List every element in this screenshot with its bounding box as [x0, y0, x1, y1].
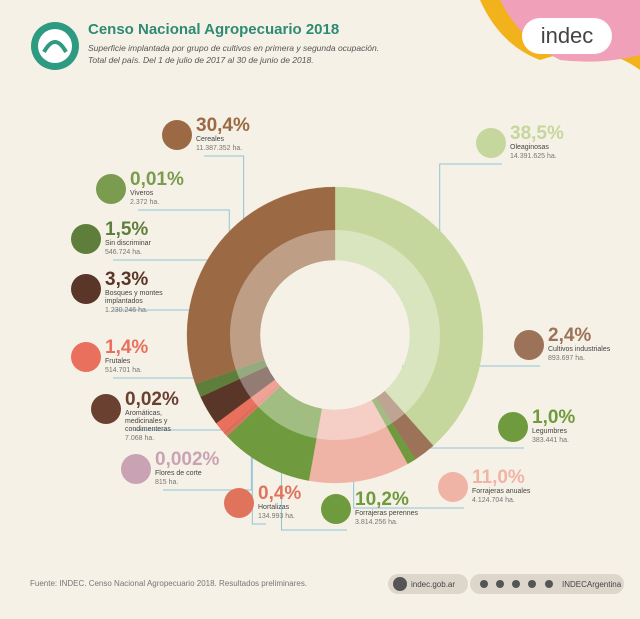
category-label: 0,01% Viveros 2.372 ha.	[130, 170, 240, 207]
category-label: 1,0% Legumbres 383.441 ha.	[532, 408, 640, 445]
percent-label: 0,002%	[155, 449, 220, 470]
donut-slice	[186, 186, 336, 385]
area-label: 4.124.704 ha.	[472, 497, 515, 504]
category-name: Bosques y montes implantados	[105, 290, 163, 305]
category-label: 0,002% Flores de corte 815 ha.	[155, 450, 265, 487]
percent-label: 30,4%	[196, 115, 250, 136]
category-name: Cultivos industriales	[548, 346, 611, 353]
logo	[42, 40, 68, 54]
category-icon	[514, 330, 544, 360]
category-label: 0,02% Aromáticas, medicinales y condiment…	[125, 390, 235, 443]
logo	[38, 29, 72, 63]
category-name: Sin discriminar	[105, 240, 151, 247]
percent-label: 2,4%	[548, 325, 592, 346]
category-label: 10,2% Forrajeras perennes 3.814.256 ha.	[355, 490, 465, 527]
web-icon	[393, 577, 407, 591]
category-label: 1,5% Sin discriminar 546.724 ha.	[105, 220, 215, 257]
percent-label: 10,2%	[355, 489, 409, 510]
percent-label: 0,4%	[258, 483, 302, 504]
area-label: 1.230.246 ha.	[105, 307, 148, 314]
category-label: 2,4% Cultivos industriales 893.697 ha.	[548, 326, 640, 363]
subtitle: Total del país. Del 1 de julio de 2017 a…	[88, 55, 314, 65]
area-label: 546.724 ha.	[105, 249, 142, 256]
inner-band	[230, 230, 440, 440]
web[interactable]: indec.gob.ar	[411, 580, 455, 589]
category-label: 11,0% Forrajeras anuales 4.124.704 ha.	[472, 468, 582, 505]
social-icons	[480, 580, 553, 588]
category-icon	[71, 224, 101, 254]
area-label: 7.068 ha.	[125, 435, 155, 442]
category-name: Frutales	[105, 358, 131, 365]
category-label: 38,5% Oleaginosas 14.391.625 ha.	[510, 124, 620, 161]
area-label: 11.387.352 ha.	[196, 145, 243, 152]
category-label: 1,4% Frutales 514.701 ha.	[105, 338, 215, 375]
category-name: Flores de corte	[155, 470, 202, 477]
category-label: 30,4% Cereales 11.387.352 ha.	[196, 116, 306, 153]
category-icon	[162, 120, 192, 150]
percent-label: 0,02%	[125, 389, 179, 410]
percent-label: 11,0%	[472, 467, 525, 488]
category-icon	[96, 174, 126, 204]
category-icon	[121, 454, 151, 484]
percent-label: 1,4%	[105, 337, 149, 358]
category-name: Viveros	[130, 190, 154, 197]
source: Fuente: INDEC. Censo Nacional Agropecuar…	[30, 579, 307, 588]
web-pill[interactable]	[388, 574, 468, 594]
category-name: Cereales	[196, 136, 225, 143]
category-name: Hortalizas	[258, 504, 290, 511]
percent-label: 1,0%	[532, 407, 576, 428]
brand: indec	[541, 23, 594, 48]
brand-pill	[522, 18, 612, 54]
category-label: 0,4% Hortalizas 134.993 ha.	[258, 484, 368, 521]
category-icon	[321, 494, 351, 524]
category-name: Legumbres	[532, 428, 568, 435]
category-icon	[476, 128, 506, 158]
chart-title: Censo Nacional Agropecuario 2018	[88, 21, 339, 38]
category-icon	[71, 274, 101, 304]
percent-label: 3,3%	[105, 269, 149, 290]
category-name: Forrajeras anuales	[472, 488, 531, 495]
area-label: 2.372 ha.	[130, 199, 160, 206]
social[interactable]: INDECArgentina	[562, 580, 622, 589]
category-icon	[438, 472, 468, 502]
area-label: 815 ha.	[155, 479, 179, 486]
category-label: 3,3% Bosques y montes implantados 1.230.24…	[105, 270, 215, 315]
subtitle: Superficie implantada por grupo de culti…	[88, 43, 379, 53]
area-label: 3.814.256 ha.	[355, 519, 398, 526]
category-icon	[498, 412, 528, 442]
area-label: 514.701 ha.	[105, 367, 142, 374]
category-name: Oleaginosas	[510, 144, 549, 151]
category-icon	[91, 394, 121, 424]
area-label: 134.993 ha.	[258, 513, 295, 520]
percent-label: 1,5%	[105, 219, 149, 240]
percent-label: 0,01%	[130, 169, 184, 190]
category-icon	[71, 342, 101, 372]
category-icon	[224, 488, 254, 518]
percent-label: 38,5%	[510, 123, 564, 144]
area-label: 893.697 ha.	[548, 355, 585, 362]
category-name: Forrajeras perennes	[355, 510, 419, 517]
area-label: 383.441 ha.	[532, 437, 569, 444]
donut-slice	[334, 186, 484, 446]
area-label: 14.391.625 ha.	[510, 153, 557, 160]
category-name: Aromáticas, medicinales y condimenteras	[125, 410, 171, 433]
